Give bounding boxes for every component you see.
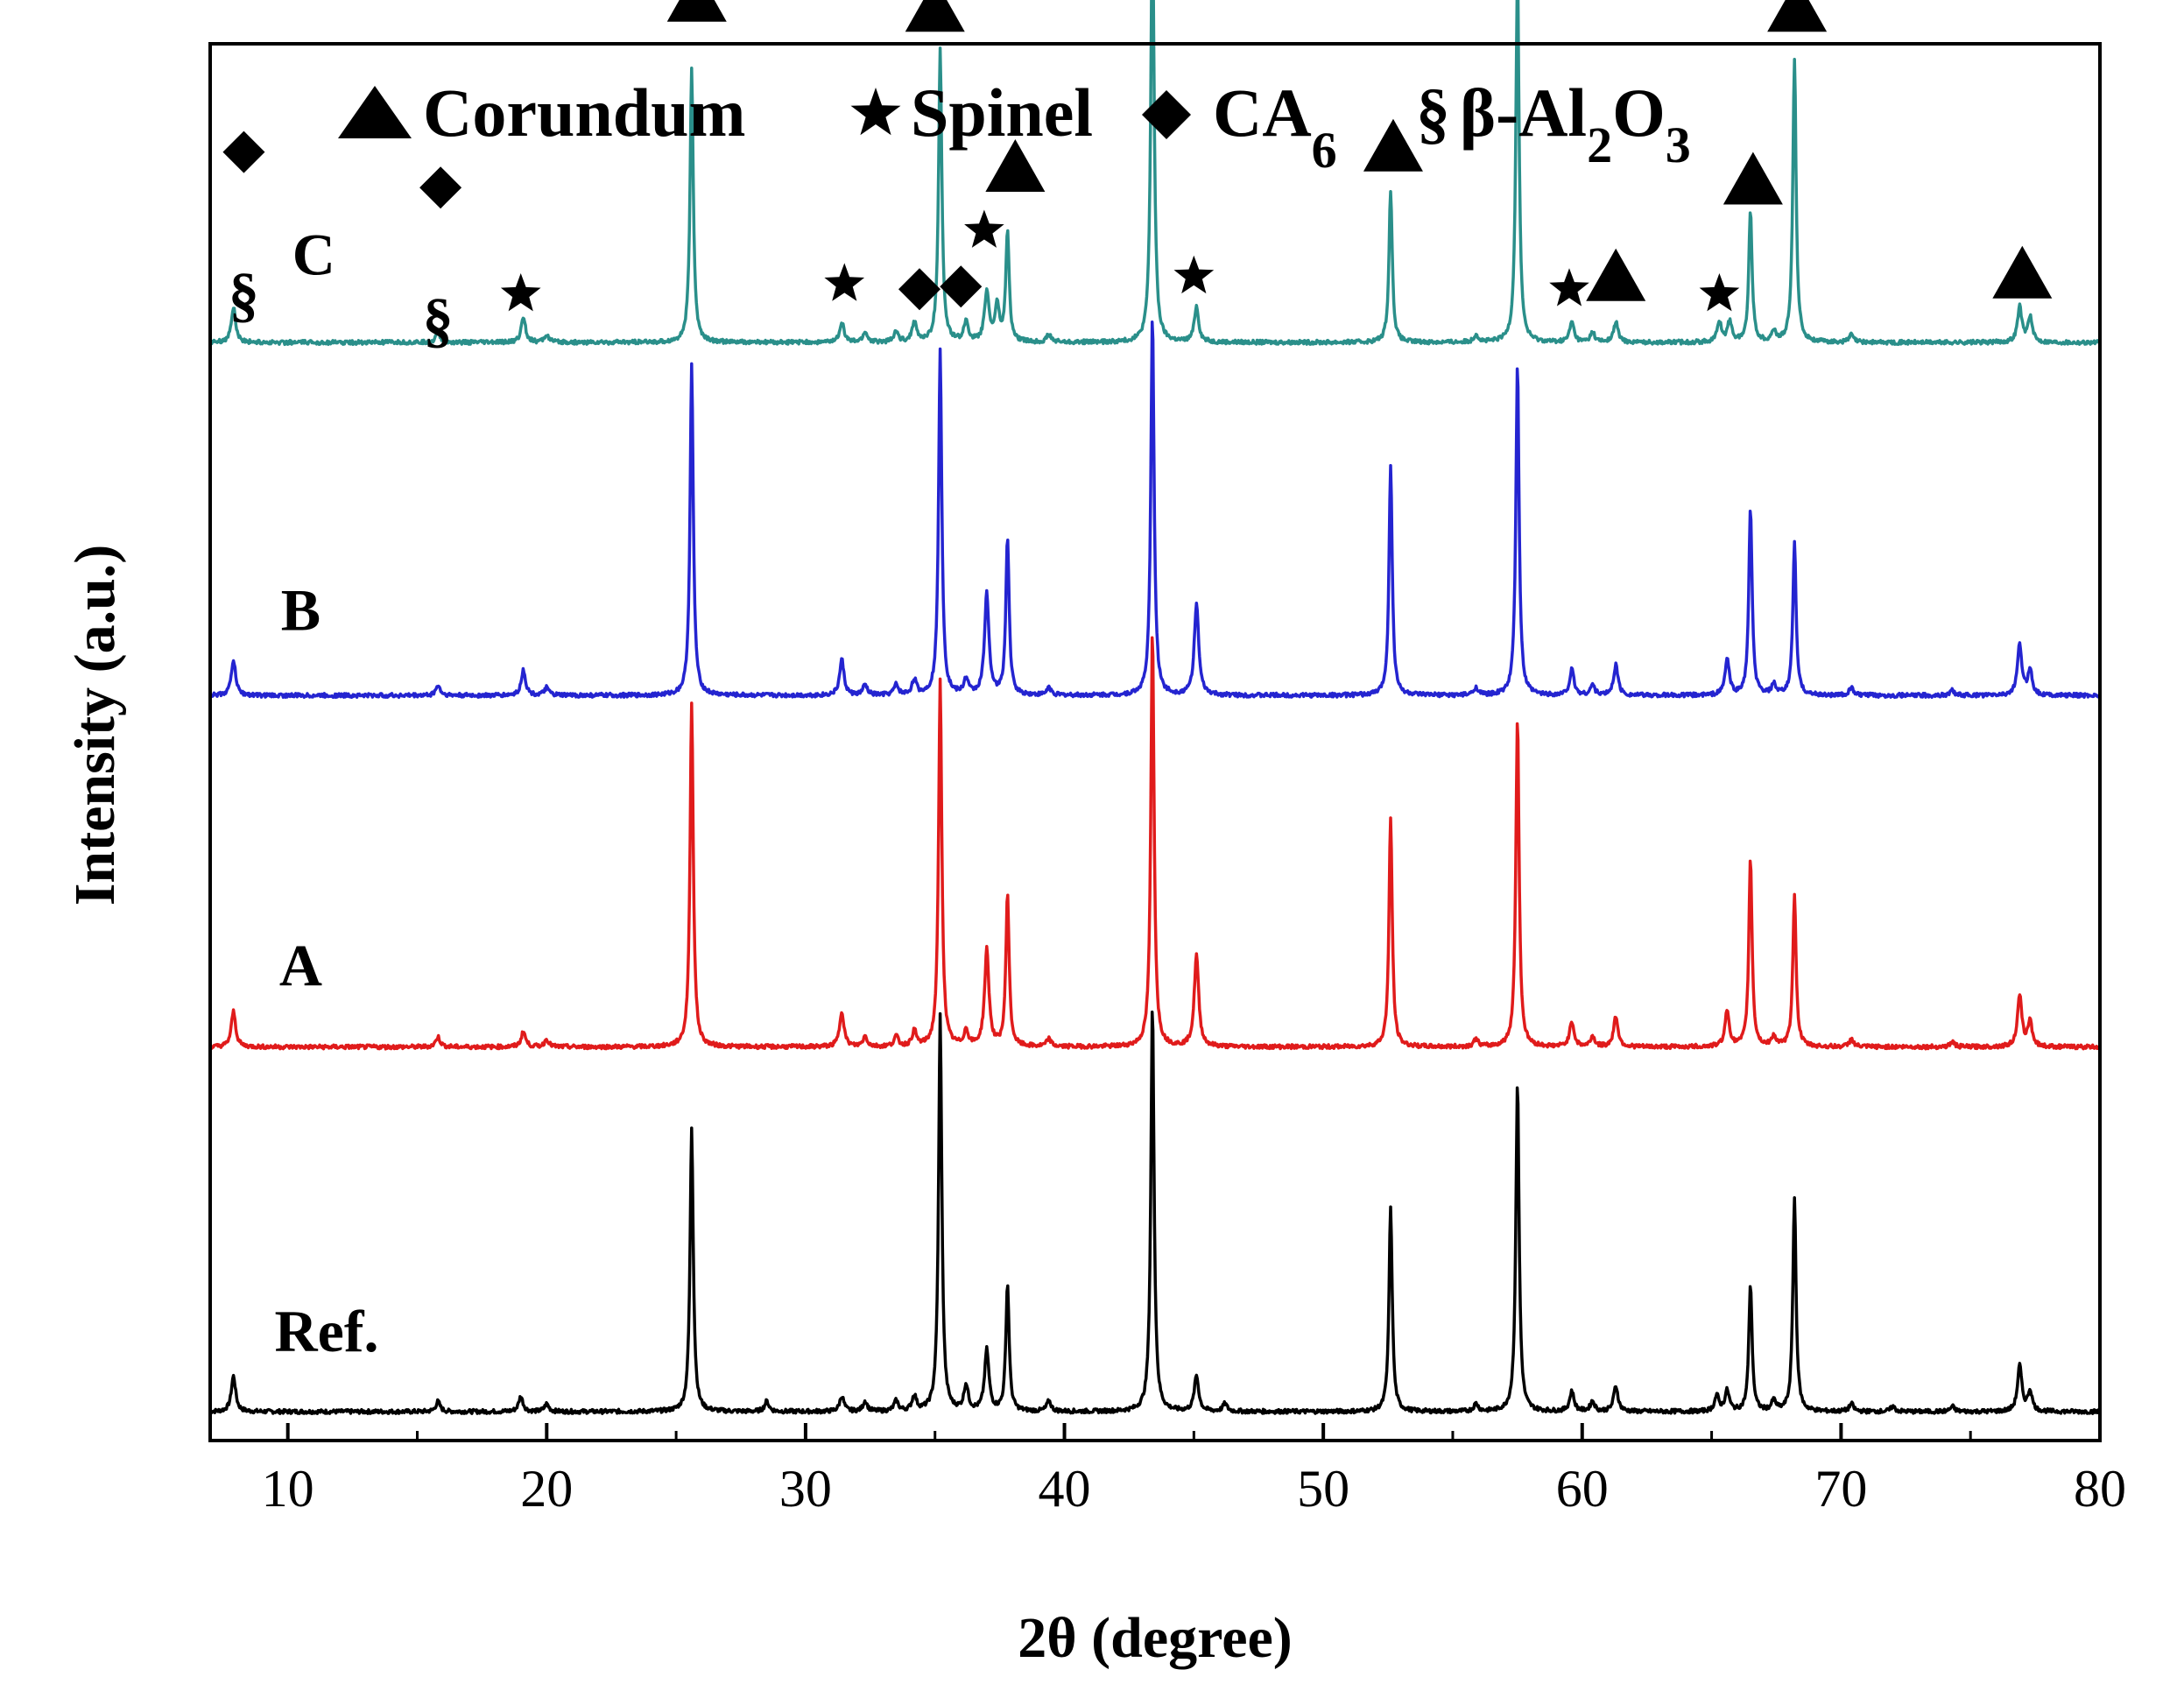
legend-triangle-icon xyxy=(338,86,412,138)
spinel-star-marker xyxy=(1173,255,1215,294)
corundum-triangle-marker xyxy=(1363,118,1423,172)
plot-frame xyxy=(208,42,2102,1442)
corundum-triangle-marker xyxy=(985,139,1046,192)
corundum-triangle-marker xyxy=(1586,248,1646,301)
ca6-diamond-marker xyxy=(222,130,265,173)
marker-layer: § § xyxy=(222,0,2053,355)
spinel-star-marker xyxy=(1549,268,1589,306)
x-tick-label: 40 xyxy=(1039,1460,1091,1518)
x-tick-label: 50 xyxy=(1297,1460,1349,1518)
sample-label: A xyxy=(279,933,322,999)
corundum-triangle-marker xyxy=(1992,245,2053,299)
sample-label: C xyxy=(292,222,335,288)
legend: Corundum Spinel CA6 § β-Al2O3 xyxy=(338,74,1691,179)
beta-alumina-section-marker: § xyxy=(423,287,454,355)
spinel-star-marker xyxy=(500,273,541,312)
spinel-star-marker xyxy=(1699,273,1740,312)
x-tick-label: 60 xyxy=(1556,1460,1609,1518)
x-tick-label: 10 xyxy=(262,1460,314,1518)
corundum-triangle-marker xyxy=(1767,0,1828,32)
series-line-ref xyxy=(209,1011,2102,1415)
sample-label-layer: C B A Ref. xyxy=(275,222,379,1365)
x-axis-label: 2θ (degree) xyxy=(1018,1606,1293,1670)
x-tick-label: 20 xyxy=(520,1460,573,1518)
spinel-star-marker xyxy=(964,209,1004,248)
legend-corundum-label: Corundum xyxy=(423,74,745,151)
series-line-c xyxy=(208,0,2102,347)
ca6-diamond-marker xyxy=(898,268,941,311)
corundum-triangle-marker xyxy=(905,0,965,32)
corundum-triangle-marker xyxy=(1723,151,1783,205)
corundum-triangle-marker xyxy=(666,0,727,22)
legend-spinel-label: Spinel xyxy=(911,74,1093,151)
x-tick-label: 80 xyxy=(2074,1460,2126,1518)
sample-label: Ref. xyxy=(275,1298,379,1364)
ca6-diamond-marker xyxy=(419,166,462,209)
series-line-b xyxy=(209,321,2102,700)
legend-star-icon xyxy=(850,88,901,136)
x-tick-label: 30 xyxy=(779,1460,832,1518)
x-axis: 10 20 30 40 50 60 70 80 xyxy=(262,1423,2126,1518)
x-tick-label: 70 xyxy=(1814,1460,1867,1518)
legend-section-icon: § xyxy=(1416,74,1450,151)
legend-beta-alumina-label: β-Al2O3 xyxy=(1460,74,1691,173)
spinel-star-marker xyxy=(824,263,865,301)
beta-alumina-section-marker: § xyxy=(229,262,259,329)
ca6-diamond-marker xyxy=(940,265,983,308)
legend-ca6-label: CA6 xyxy=(1213,74,1337,179)
sample-label: B xyxy=(281,577,321,644)
legend-diamond-icon xyxy=(1142,90,1191,139)
series-line-a xyxy=(208,636,2101,1051)
y-axis-label: Intensity (a.u.) xyxy=(63,545,127,906)
series-layer xyxy=(208,0,2102,1415)
